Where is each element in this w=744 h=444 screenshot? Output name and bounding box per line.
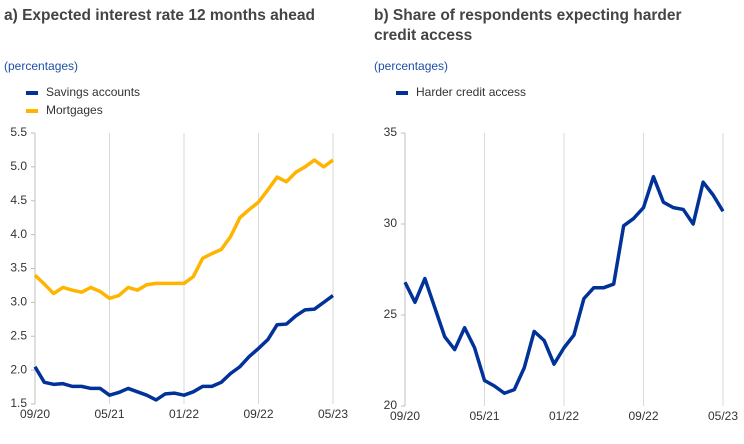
chart-title: a) Expected interest rate 12 months ahea… [4, 7, 315, 24]
y-tick-label: 2.5 [10, 328, 27, 342]
line [33, 294, 335, 402]
subtitle: (percentages) [374, 59, 449, 73]
x-tick-label: 09/22 [628, 409, 658, 423]
y-tick-label: 3.0 [10, 295, 27, 309]
y-tick-label: 4.0 [10, 227, 27, 241]
x-tick-label: 05/23 [318, 407, 348, 421]
legend-label: Mortgages [46, 103, 103, 117]
legend-label: Harder credit access [416, 85, 526, 99]
chart-title: b) Share of respondents expecting harder… [374, 7, 682, 44]
x-tick-label: 09/22 [243, 407, 273, 421]
y-tick-label: 25 [384, 307, 398, 321]
y-tick-label: 35 [384, 125, 398, 139]
line [403, 174, 725, 396]
y-tick-label: 1.5 [10, 396, 27, 410]
x-tick-label: 05/21 [469, 409, 499, 423]
y-tick-label: 30 [384, 216, 398, 230]
x-tick-label: 09/20 [20, 407, 50, 421]
subtitle: (percentages) [4, 59, 79, 73]
y-tick-label: 5.5 [10, 125, 27, 139]
y-tick-label: 2.0 [10, 362, 27, 376]
y-tick-label: 5.0 [10, 159, 27, 173]
x-tick-label: 05/21 [94, 407, 124, 421]
x-tick-label: 05/23 [708, 409, 738, 423]
line [33, 158, 335, 301]
y-tick-label: 20 [384, 398, 398, 412]
x-tick-label: 01/22 [169, 407, 199, 421]
y-tick-label: 3.5 [10, 261, 27, 275]
x-tick-label: 09/20 [390, 409, 420, 423]
x-tick-label: 01/22 [549, 409, 579, 423]
legend-label: Savings accounts [46, 85, 140, 99]
y-tick-label: 4.5 [10, 193, 27, 207]
